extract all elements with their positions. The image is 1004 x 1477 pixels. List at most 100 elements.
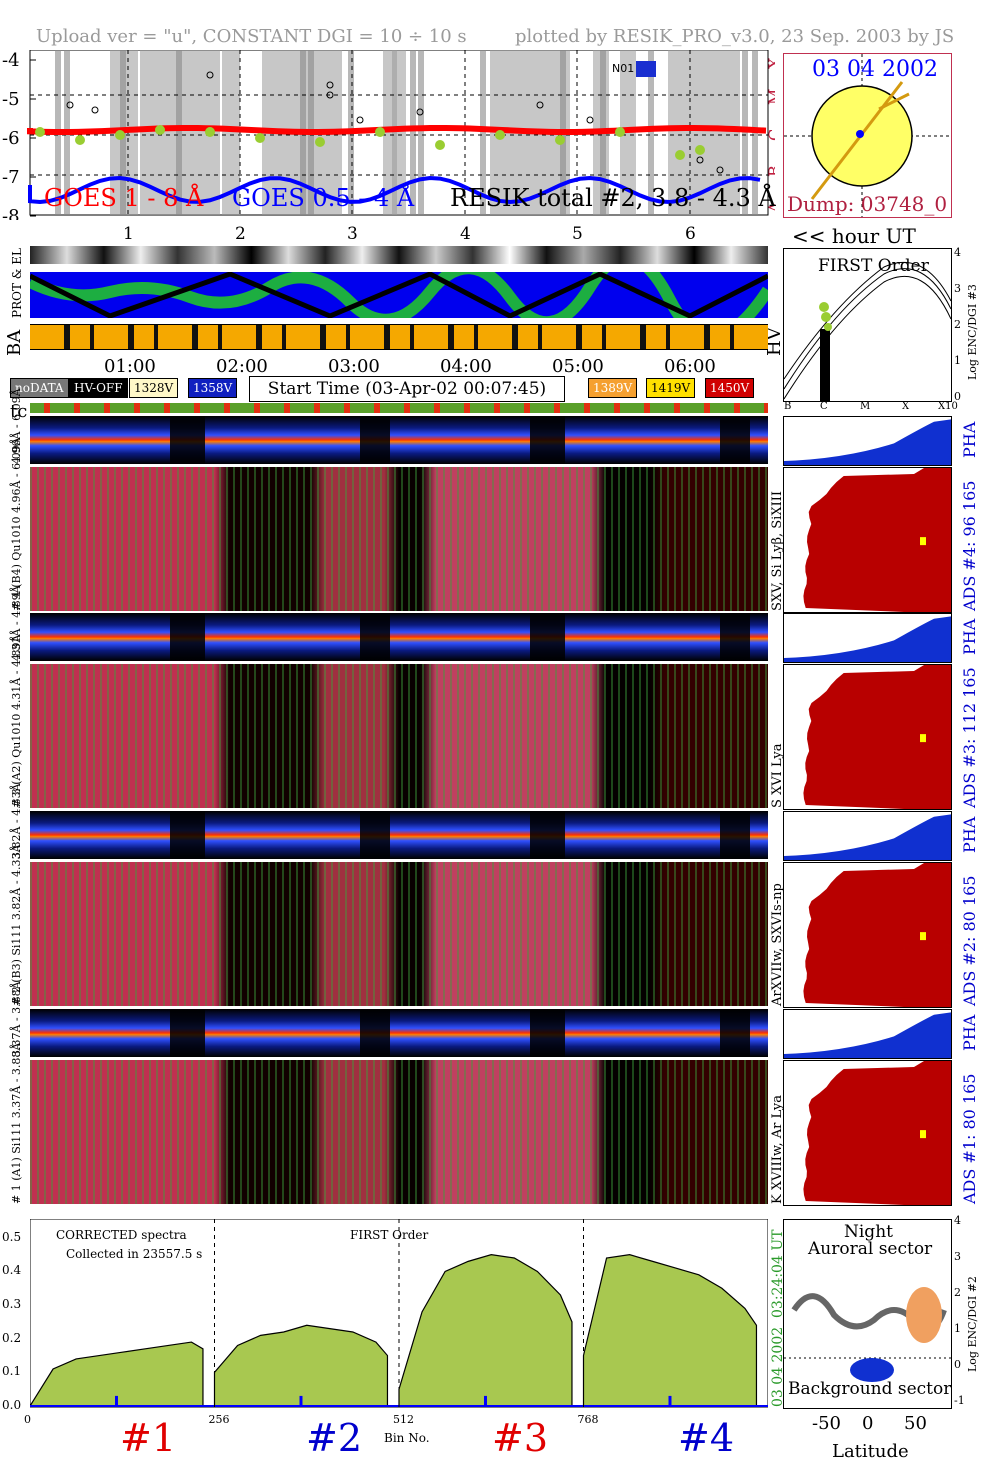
latitude-x-tick: 50: [904, 1413, 927, 1434]
first-order-x-tick: C: [820, 401, 828, 412]
hour-ut-label: << hour UT: [792, 224, 916, 248]
spectrogram: [30, 467, 768, 611]
goes-class-letter: B: [765, 165, 775, 177]
time-axis-label: 02:00: [216, 356, 268, 377]
goes-y-tick: -4: [2, 50, 20, 71]
goes-panel: -4-5-6-7-8XMCBA: [0, 49, 784, 227]
ads-histogram: [803, 665, 951, 809]
spectrum-y-tick: 0.5: [2, 1229, 22, 1244]
latitude-plot: [784, 1287, 951, 1382]
spectrum-x-tick: 256: [208, 1413, 230, 1426]
spectrum-y-tick: 0.2: [2, 1330, 22, 1345]
prot-el-bar: [27, 251, 774, 343]
emission-lines-label: K XVIIIw, Ar Lya: [770, 1095, 785, 1204]
ba-label: BA: [4, 329, 25, 356]
spectrogram-noise: [30, 664, 768, 808]
spectrum-plot: [28, 1218, 769, 1408]
hour-tick-label: 3: [347, 224, 358, 244]
legend-1419v: 1419V: [646, 378, 696, 398]
plotted-by: plotted by RESIK_PRO_v3.0, 23 Sep. 2003 …: [515, 26, 955, 47]
spectrum-area-4: [582, 1254, 758, 1407]
spectrogram: [30, 862, 768, 1006]
goes-y-tick: -7: [2, 167, 20, 188]
hour-tick-label: 6: [685, 224, 696, 244]
legend-1450v: 1450V: [705, 378, 755, 398]
time-axis-label: 01:00: [104, 356, 156, 377]
goes-lightcurve-plot: -4-5-6-7-8XMCBA: [2, 49, 784, 227]
latitude-y-tick: -1: [954, 1394, 965, 1407]
spectrogram-noise: [30, 862, 768, 1006]
ads-histogram-panel: [783, 467, 952, 613]
spectrogram: [30, 1060, 768, 1204]
resik-total-label: RESIK total #2, 3.8 - 4.3 Å: [450, 184, 776, 212]
latitude-subtitle: Auroral sector: [808, 1239, 933, 1259]
spectrum-title: CORRECTED spectra: [56, 1228, 187, 1242]
first-order-plot: [783, 262, 952, 401]
prot-el-label: PROT & EL: [10, 248, 24, 318]
hour-tick-label: 5: [572, 224, 583, 244]
spectrum-y-tick: 0.1: [2, 1364, 22, 1379]
latitude-x-tick: 0: [862, 1413, 874, 1434]
ads-histogram-panel: [783, 664, 952, 810]
goes-y-tick: -8: [2, 206, 20, 220]
first-order-y-tick: 0: [954, 390, 961, 403]
spectrogram-noise: [30, 467, 768, 611]
goes-y-tick: -5: [2, 89, 20, 110]
first-order-x-tick: B: [784, 401, 792, 412]
first-order-y-tick: 3: [954, 282, 961, 295]
latitude-x-tick: -50: [812, 1413, 841, 1434]
hour-tick-label: 1: [123, 224, 134, 244]
spectrum-chart: [28, 1218, 769, 1409]
upload-info: Upload ver = "u", CONSTANT DGI = 10 ÷ 10…: [36, 26, 467, 47]
time-axis-label: 04:00: [440, 356, 492, 377]
spectrogram-label: # 1 (A1) Si111 3.37Å - 3.88Å: [10, 1042, 23, 1204]
latitude-xlabel: Latitude: [832, 1441, 909, 1462]
legend-nodata: noDATA: [10, 378, 69, 398]
pha-histogram: [784, 814, 951, 860]
pha-gaps: [30, 811, 768, 859]
sun-date: 03 04 2002: [812, 57, 938, 82]
latitude-y-tick: 0: [954, 1358, 961, 1371]
tc-label: tc: [10, 401, 28, 422]
first-order-panel: [783, 248, 952, 402]
spectrum-xlabel: Bin No.: [384, 1431, 430, 1445]
spectrum-y-tick: 0.3: [2, 1297, 22, 1312]
goes-class-letter: X: [765, 57, 775, 69]
goes-class-letter: M: [765, 89, 775, 105]
sun-panel: [783, 53, 952, 218]
pha-text: PHA: [960, 618, 979, 655]
pha-histogram-panel: [783, 1009, 952, 1059]
ads-histogram: [803, 863, 951, 1007]
bin-marker: #3: [492, 1416, 549, 1460]
sun-center-dot: [856, 130, 864, 138]
pha-histogram-panel: [783, 613, 952, 663]
emission-lines-label: SXV, Si Lyβ, SiXIII: [770, 491, 785, 611]
spectrum-subtitle: Collected in 23557.5 s: [66, 1247, 203, 1261]
goes-054-label: GOES 0.5 - 4 Å: [232, 184, 415, 212]
spectrum-area-3: [398, 1254, 573, 1407]
ads-histogram: [803, 1061, 951, 1205]
hour-tick-label: 2: [235, 224, 246, 244]
pha-text: PHA: [960, 421, 979, 458]
pha-strip: [30, 613, 768, 661]
pha-strip: [30, 1009, 768, 1057]
legend-hvoff: HV-OFF: [69, 378, 128, 398]
latitude-bottom-text: Background sector: [788, 1379, 952, 1399]
goes-18-label: GOES 1 - 8 Å: [44, 184, 204, 212]
spectrum-center-title: FIRST Order: [350, 1228, 429, 1242]
latitude-y-tick: 4: [954, 1214, 961, 1227]
first-order-title: FIRST Order: [818, 256, 929, 276]
pha-histogram: [784, 616, 951, 662]
latitude-y-tick: 3: [954, 1250, 961, 1263]
ba-bar: [30, 324, 768, 350]
spectrum-x-tick: 768: [577, 1413, 599, 1426]
time-axis-label: 06:00: [664, 356, 716, 377]
spectrum-area-1: [28, 1341, 204, 1407]
ads-label: ADS #1: 80 165: [960, 1073, 979, 1204]
first-order-y-tick: 4: [954, 246, 961, 259]
pha-histogram: [784, 1012, 951, 1058]
latitude-y-tick: 2: [954, 1286, 961, 1299]
pha-gaps: [30, 613, 768, 661]
ads-label: ADS #4: 96 165: [960, 480, 979, 611]
ads-label: ADS #3: 112 165: [960, 667, 979, 808]
